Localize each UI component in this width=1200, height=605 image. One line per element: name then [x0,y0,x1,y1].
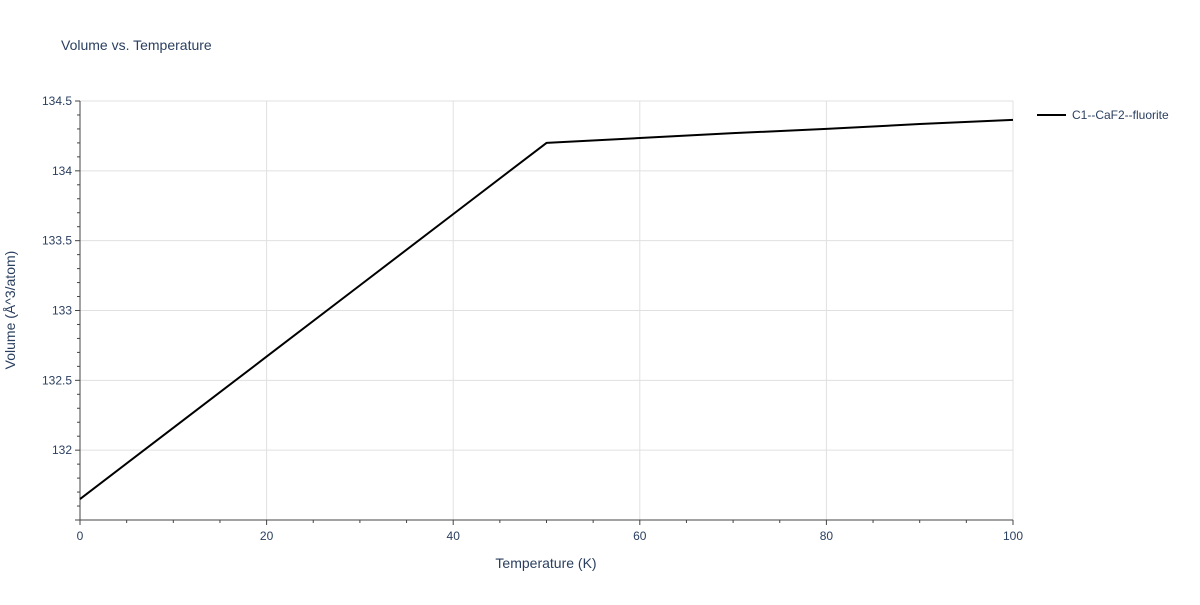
x-axis-title: Temperature (K) [495,555,596,571]
x-tick-label: 0 [77,529,84,543]
y-tick-label: 132.5 [42,373,72,387]
legend[interactable]: C1--CaF2--fluorite [1037,108,1169,122]
y-tick-label: 133.5 [42,234,72,248]
y-tick-label: 134 [52,164,72,178]
grid-layer [80,100,1014,520]
y-tick-label: 133 [52,304,72,318]
series-line [79,118,1014,500]
x-tick-label: 80 [820,529,834,543]
axes-layer: 0 20 40 60 80 100 132 132.5 133 133.5 134 134.5 [42,94,1023,543]
x-tick-label: 20 [260,529,274,543]
y-tick-label: 134.5 [42,94,72,108]
y-axis-title: Volume (Å^3/atom) [2,251,18,370]
x-tick-label: 60 [633,529,647,543]
y-tick-label: 132 [52,443,72,457]
x-tick-label: 40 [447,529,461,543]
series-layer [79,118,1014,500]
x-tick-label: 100 [1003,529,1023,543]
chart-title: Volume vs. Temperature [61,37,212,53]
legend-label: C1--CaF2--fluorite [1072,108,1169,122]
